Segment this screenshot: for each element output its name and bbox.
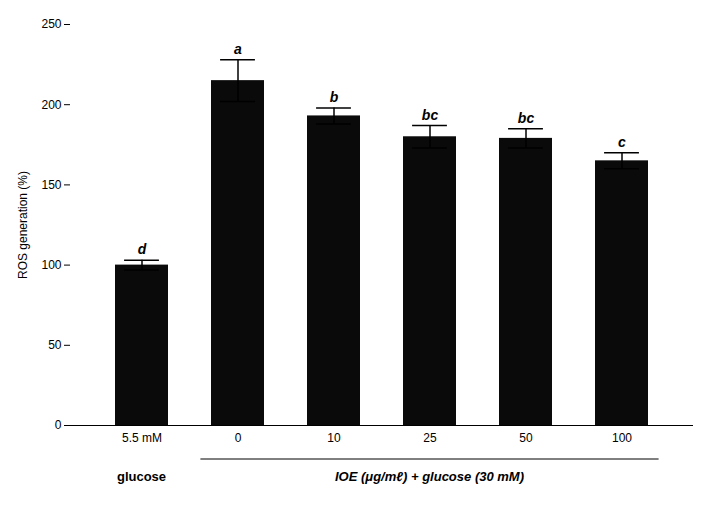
svg-text:bc: bc	[518, 110, 535, 126]
svg-text:50: 50	[519, 431, 533, 445]
svg-text:150: 150	[41, 178, 61, 192]
svg-text:100: 100	[612, 431, 632, 445]
svg-text:0: 0	[55, 418, 62, 432]
svg-text:b: b	[330, 89, 339, 105]
svg-text:50: 50	[48, 338, 62, 352]
svg-text:bc: bc	[422, 107, 439, 123]
svg-text:a: a	[234, 41, 242, 57]
svg-text:25: 25	[423, 431, 437, 445]
svg-text:100: 100	[41, 258, 61, 272]
svg-text:250: 250	[41, 17, 61, 31]
svg-text:glucose: glucose	[117, 469, 166, 484]
svg-text:d: d	[138, 241, 147, 257]
svg-text:10: 10	[327, 431, 341, 445]
svg-text:0: 0	[235, 431, 242, 445]
svg-text:c: c	[618, 134, 626, 150]
svg-text:200: 200	[41, 98, 61, 112]
svg-text:ROS generation (%): ROS generation (%)	[16, 171, 30, 279]
svg-text:IOE (μg/mℓ) + glucose (30 mM): IOE (μg/mℓ) + glucose (30 mM)	[335, 469, 524, 484]
svg-text:5.5 mM: 5.5 mM	[122, 431, 162, 445]
